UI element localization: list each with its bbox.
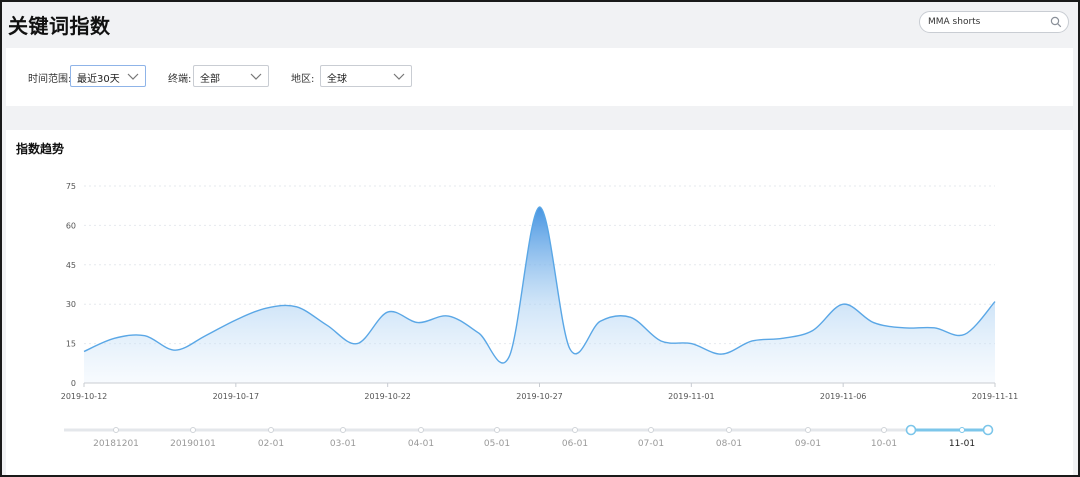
- y-tick-label: 0: [71, 379, 76, 388]
- slider-tick-label[interactable]: 04-01: [408, 439, 434, 449]
- x-tick-label: 2019-11-11: [972, 392, 1019, 401]
- time-range-label: 时间范围:: [28, 74, 72, 85]
- x-tick-label: 2019-11-06: [820, 392, 867, 401]
- slider-tick-label[interactable]: 03-01: [330, 439, 356, 449]
- y-tick-label: 30: [66, 300, 76, 309]
- x-tick-label: 2019-10-12: [61, 392, 108, 401]
- region-label: 地区:: [291, 74, 315, 85]
- y-tick-label: 60: [66, 221, 76, 230]
- filter-bar: 时间范围: 最近30天 终端: 全部 地区: 全球: [6, 48, 1073, 106]
- slider-tick[interactable]: [268, 427, 274, 433]
- terminal-select[interactable]: 全部: [193, 65, 269, 87]
- page-title: 关键词指数: [8, 14, 111, 38]
- search-input[interactable]: [928, 15, 1048, 29]
- terminal-label: 终端:: [168, 74, 192, 85]
- chevron-down-icon: [393, 73, 405, 80]
- terminal-value: 全部: [200, 74, 220, 85]
- slider-tick[interactable]: [881, 427, 887, 433]
- trend-chart-card: 指数趋势 0 15 30 45 60 75 2019-10-12 2019-10-17 201…: [6, 130, 1073, 475]
- series-line: [83, 206, 996, 364]
- slider-tick[interactable]: [648, 427, 654, 433]
- region-select[interactable]: 全球: [320, 65, 412, 87]
- slider-tick-label[interactable]: 02-01: [258, 439, 284, 449]
- x-tick-label: 2019-10-27: [516, 392, 563, 401]
- section-title: 指数趋势: [16, 142, 65, 156]
- slider-tick[interactable]: [572, 427, 578, 433]
- chevron-down-icon: [250, 73, 262, 80]
- slider-tick-label[interactable]: 11-01: [949, 439, 975, 449]
- x-tick-label: 2019-10-17: [213, 392, 260, 401]
- series-area: [84, 207, 995, 383]
- search-box[interactable]: [919, 11, 1069, 33]
- header: 关键词指数: [2, 2, 1078, 46]
- time-range-value: 最近30天: [77, 74, 120, 85]
- slider-tick-label[interactable]: 06-01: [562, 439, 588, 449]
- search-icon[interactable]: [1050, 16, 1062, 28]
- slider-tick-label[interactable]: 05-01: [484, 439, 510, 449]
- time-range-select[interactable]: 最近30天: [70, 65, 146, 87]
- y-axis-ticks: 0 15 30 45 60 75: [66, 182, 76, 388]
- x-tick-label: 2019-10-22: [364, 392, 411, 401]
- slider-handle[interactable]: [905, 424, 917, 436]
- y-tick-label: 75: [66, 182, 76, 191]
- chevron-down-icon: [127, 73, 139, 80]
- slider-tick-label[interactable]: 08-01: [716, 439, 742, 449]
- x-tick-label: 2019-11-01: [668, 392, 715, 401]
- y-tick-label: 15: [66, 340, 76, 349]
- slider-tick-label[interactable]: 10-01: [871, 439, 897, 449]
- slider-tick-label[interactable]: 20181201: [93, 439, 139, 449]
- slider-tick-label[interactable]: 20190101: [170, 439, 216, 449]
- time-slider[interactable]: 20181201 20190101 02-01 03-01 04-01 05-01 06-0…: [64, 424, 994, 450]
- slider-tick[interactable]: [959, 427, 965, 433]
- slider-tick[interactable]: [418, 427, 424, 433]
- region-value: 全球: [327, 74, 347, 85]
- slider-tick[interactable]: [190, 427, 196, 433]
- slider-tick-label[interactable]: 07-01: [638, 439, 664, 449]
- slider-handle[interactable]: [982, 424, 994, 436]
- slider-tick[interactable]: [494, 427, 500, 433]
- slider-tick[interactable]: [113, 427, 119, 433]
- slider-tick[interactable]: [726, 427, 732, 433]
- slider-tick-label[interactable]: 09-01: [795, 439, 821, 449]
- x-axis-ticks: 2019-10-12 2019-10-17 2019-10-22 2019-10-27…: [61, 383, 1019, 401]
- y-tick-label: 45: [66, 261, 76, 270]
- slider-tick[interactable]: [340, 427, 346, 433]
- slider-tick[interactable]: [805, 427, 811, 433]
